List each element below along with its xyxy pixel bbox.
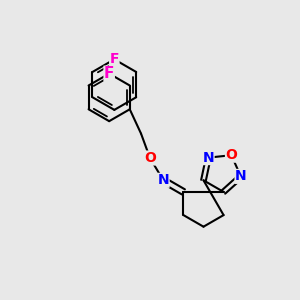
Text: N: N [158,173,169,187]
Text: O: O [144,151,156,165]
Text: N: N [202,151,214,165]
Text: F: F [104,66,114,81]
Text: O: O [225,148,237,162]
Text: F: F [110,52,119,66]
Text: N: N [235,169,247,183]
